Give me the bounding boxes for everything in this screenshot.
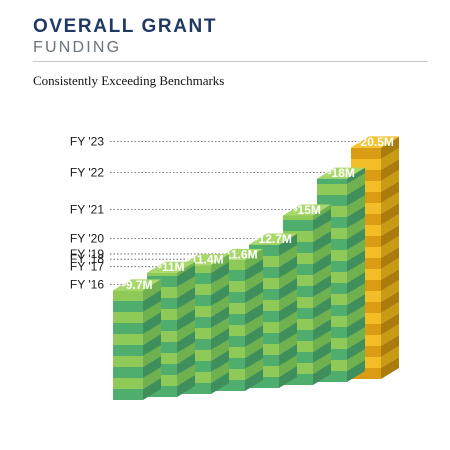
bar-2 <box>147 261 195 397</box>
chart-title-line2: FUNDING <box>33 39 122 56</box>
value-label: $11M <box>157 260 184 274</box>
title-divider <box>33 61 428 62</box>
bar-5 <box>249 233 297 388</box>
bar-1 <box>113 279 161 400</box>
value-label: $12.7M <box>254 232 292 246</box>
bar-6 <box>283 204 331 385</box>
y-category-label: FY '20 <box>70 231 104 245</box>
value-label: $20.5M <box>356 135 394 149</box>
chart-title-line1: OVERALL GRANT <box>33 16 218 37</box>
y-category-label: FY '16 <box>70 277 104 291</box>
chart-subtitle: Consistently Exceeding Benchmarks <box>33 73 225 88</box>
value-label: $11.4M <box>186 253 223 267</box>
bar-4 <box>215 248 263 391</box>
value-label: $18M <box>327 166 355 180</box>
value-label: $9.7M <box>121 278 152 292</box>
y-category-label: FY '19 <box>70 247 104 261</box>
y-category-label: FY '17 <box>70 260 104 274</box>
value-label: $11.6M <box>220 247 257 261</box>
y-category-label: FY '22 <box>70 166 104 180</box>
y-category-label: FY '21 <box>70 203 104 217</box>
bar-7 <box>317 167 365 382</box>
y-category-label: FY '23 <box>70 134 104 148</box>
bar-3 <box>181 254 229 394</box>
value-label: $15M <box>293 203 321 217</box>
bar-8 <box>351 136 399 379</box>
y-category-label: FY '18 <box>70 252 104 266</box>
